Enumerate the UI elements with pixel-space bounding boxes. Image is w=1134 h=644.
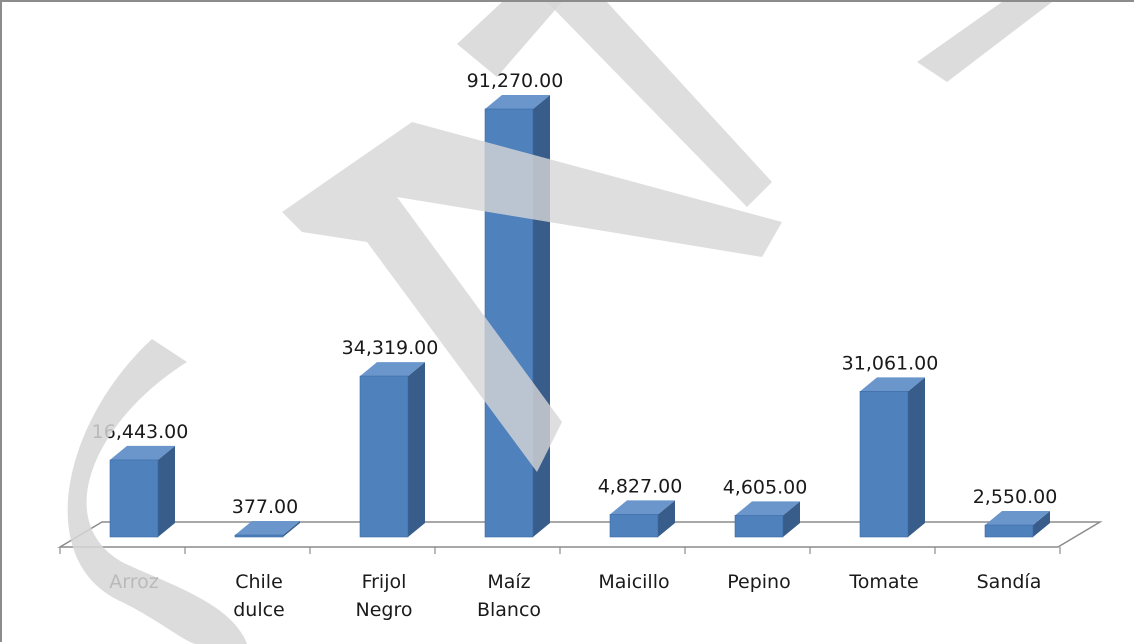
bar	[359, 362, 425, 538]
x-tick-label: Maicillo	[598, 571, 669, 593]
watermark-s-shape	[67, 339, 247, 644]
bar-side	[1033, 511, 1050, 537]
bar-side	[158, 445, 175, 537]
data-label: 91,270.00	[467, 70, 564, 92]
bar	[734, 501, 800, 538]
chart-floor	[57, 521, 1103, 554]
bar-side	[658, 500, 675, 537]
watermark	[67, 2, 1052, 644]
bar-top	[110, 445, 175, 460]
bar-top	[985, 511, 1050, 526]
x-tick-label: Negro	[356, 599, 413, 621]
data-label: 31,061.00	[842, 352, 939, 374]
bar-front	[109, 459, 159, 538]
category-labels-layer: ArrozChiledulceFrijolNegroMaízBlancoMaic…	[109, 571, 1041, 621]
watermark-diagonal-1	[457, 2, 562, 77]
bar-front	[609, 514, 659, 538]
bar-side	[783, 501, 800, 537]
data-label: 34,319.00	[342, 337, 439, 359]
x-tick-label: Tomate	[848, 571, 918, 593]
data-label: 4,605.00	[723, 476, 808, 498]
bar	[984, 511, 1050, 538]
watermark-right-stroke	[917, 2, 1052, 82]
x-tick-label: Maíz	[487, 571, 530, 593]
x-tick-label: Frijol	[362, 571, 407, 593]
bar-front	[734, 515, 784, 538]
bar-top	[860, 377, 925, 392]
bar-front	[359, 375, 409, 538]
bar-top	[610, 500, 675, 515]
x-tick-label: Blanco	[477, 599, 541, 621]
bar	[109, 445, 175, 538]
bar-front	[859, 391, 909, 538]
watermark-top-stroke	[547, 2, 772, 207]
x-tick-label: Sandía	[977, 571, 1042, 593]
x-tick-label: Chile	[235, 571, 283, 593]
bars-layer	[109, 95, 1050, 538]
data-label: 2,550.00	[973, 486, 1058, 508]
data-label: 377.00	[232, 496, 298, 518]
value-labels-layer: 16,443.00377.0034,319.0091,270.004,827.0…	[92, 70, 1058, 518]
bar-top	[235, 521, 300, 535]
data-label: 4,827.00	[598, 475, 683, 497]
x-tick-label: dulce	[233, 599, 285, 621]
bar	[609, 500, 675, 538]
watermark-n-stroke	[282, 122, 782, 472]
bar-side	[283, 521, 300, 537]
bar-top	[485, 95, 550, 109]
bar-side	[908, 377, 925, 537]
x-tick-label: Pepino	[727, 571, 790, 593]
floor-outline	[57, 521, 1103, 548]
bar	[859, 377, 925, 538]
bar	[234, 521, 300, 538]
bar-front	[234, 534, 284, 538]
bar-front	[984, 524, 1034, 538]
bar-top	[735, 501, 800, 516]
bar-top	[360, 362, 425, 377]
bar-side	[408, 362, 425, 537]
